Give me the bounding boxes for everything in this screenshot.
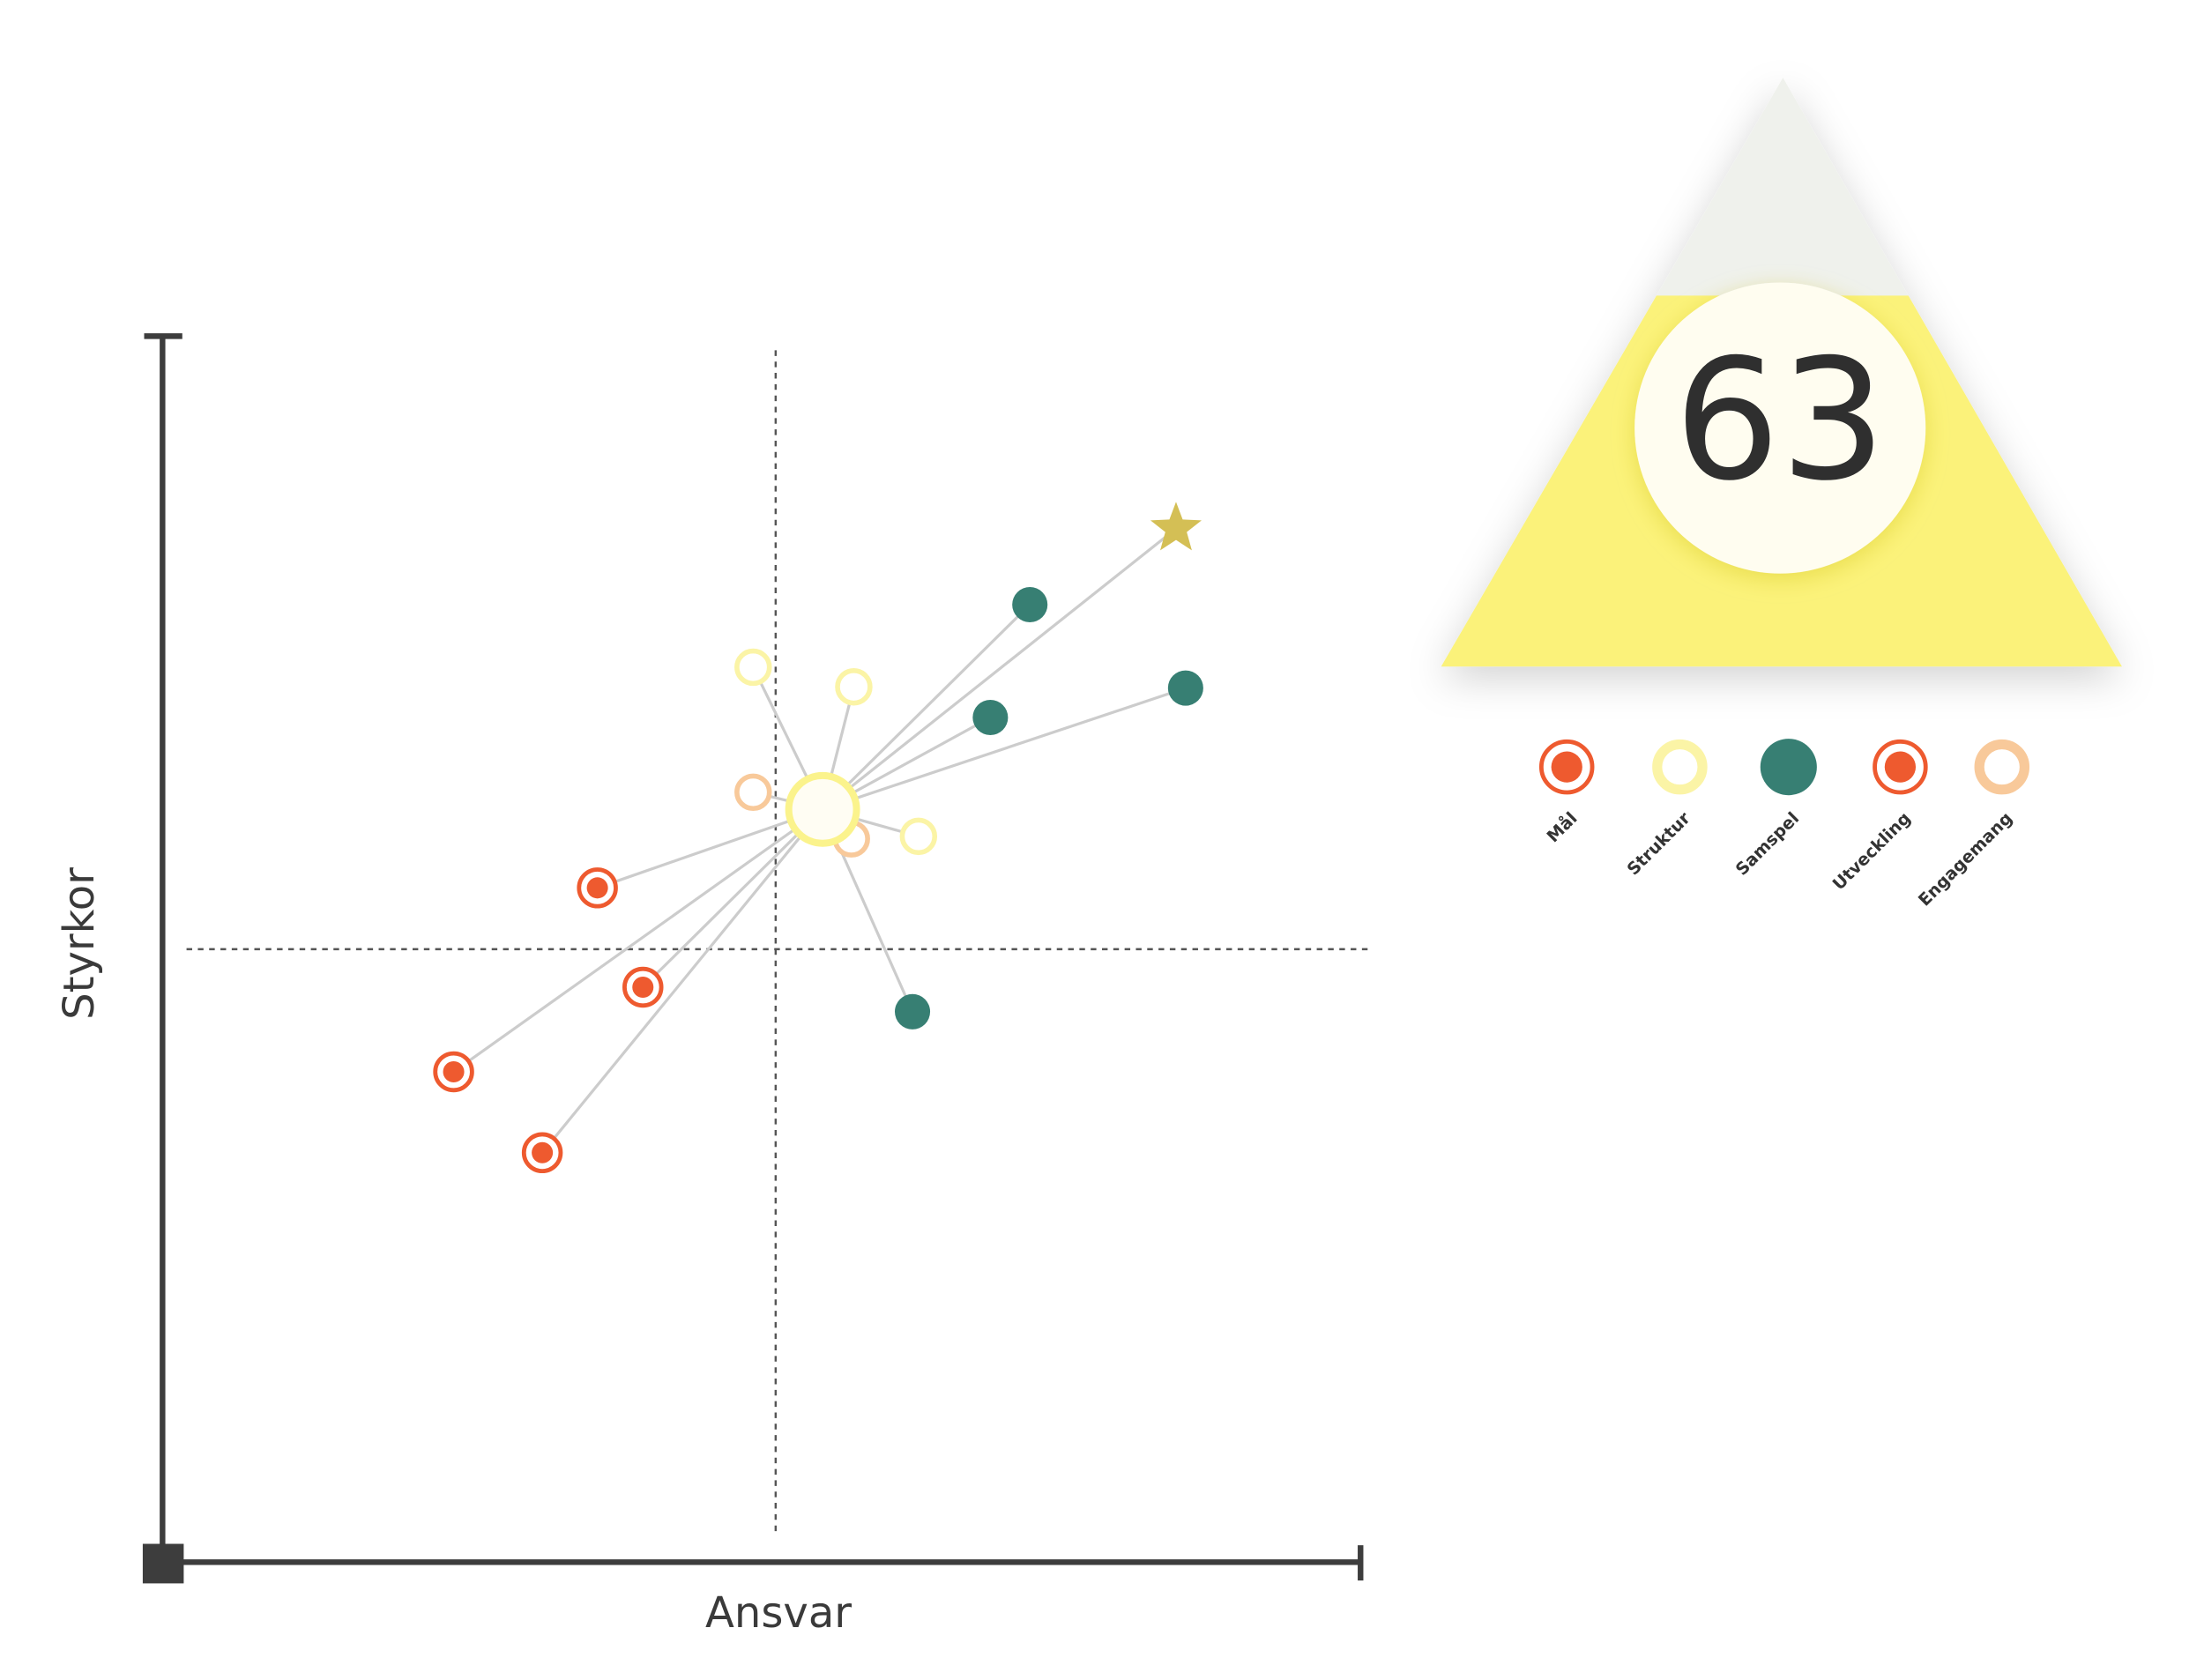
- point: [1012, 586, 1048, 623]
- point-core: [632, 976, 654, 999]
- legend-item: Struktur: [1623, 739, 1708, 880]
- connector: [642, 808, 824, 989]
- legend-item: Mål: [1538, 739, 1595, 846]
- point: [433, 1051, 474, 1093]
- connector: [822, 527, 1177, 811]
- legend-label: Engagemang: [1914, 808, 2016, 911]
- point: [835, 667, 873, 706]
- score-circle: [1634, 282, 1926, 574]
- legend-item: Samspel: [1731, 739, 1817, 880]
- legend-marker: [1760, 739, 1817, 796]
- y-axis-label: Styrkor: [55, 867, 104, 1020]
- origin: [142, 1543, 184, 1584]
- connector: [452, 807, 824, 1074]
- connector: [821, 603, 1031, 811]
- legend-label: Struktur: [1623, 807, 1694, 879]
- x-axis-label: Ansvar: [705, 1588, 852, 1638]
- legend-marker: [1551, 751, 1582, 783]
- point: [734, 773, 772, 812]
- point-core: [443, 1060, 465, 1082]
- legend-label: Samspel: [1731, 808, 1803, 880]
- point: [577, 867, 618, 909]
- legend-label: Mål: [1542, 807, 1581, 846]
- point: [972, 699, 1009, 736]
- point-core: [532, 1141, 554, 1163]
- legend-item: Utveckling: [1828, 739, 1928, 895]
- point: [521, 1132, 563, 1174]
- point-core: [586, 877, 608, 899]
- legend-marker: [1884, 751, 1917, 783]
- point: [622, 966, 664, 1008]
- legend-item: Engagemang: [1914, 739, 2030, 911]
- point: [894, 993, 931, 1030]
- target-star: [1150, 502, 1202, 551]
- score-value: 63: [1674, 323, 1887, 517]
- point: [899, 817, 938, 856]
- center-point: [785, 771, 860, 847]
- legend-label: Utveckling: [1828, 808, 1915, 895]
- score-panel: 63: [1441, 78, 2122, 667]
- point: [734, 648, 772, 687]
- connector: [597, 807, 823, 889]
- legend-marker: [1974, 739, 2030, 795]
- connector: [540, 808, 824, 1154]
- legend-marker: [1652, 739, 1708, 795]
- point: [1167, 670, 1203, 706]
- connector: [822, 687, 1187, 811]
